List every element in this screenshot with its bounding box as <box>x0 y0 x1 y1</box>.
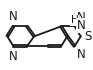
Text: H: H <box>71 15 78 25</box>
Text: N: N <box>77 11 85 24</box>
Text: S: S <box>85 30 92 43</box>
Text: N: N <box>77 48 85 61</box>
Text: N: N <box>9 10 18 23</box>
Text: N: N <box>9 50 18 63</box>
Text: N: N <box>77 19 85 32</box>
